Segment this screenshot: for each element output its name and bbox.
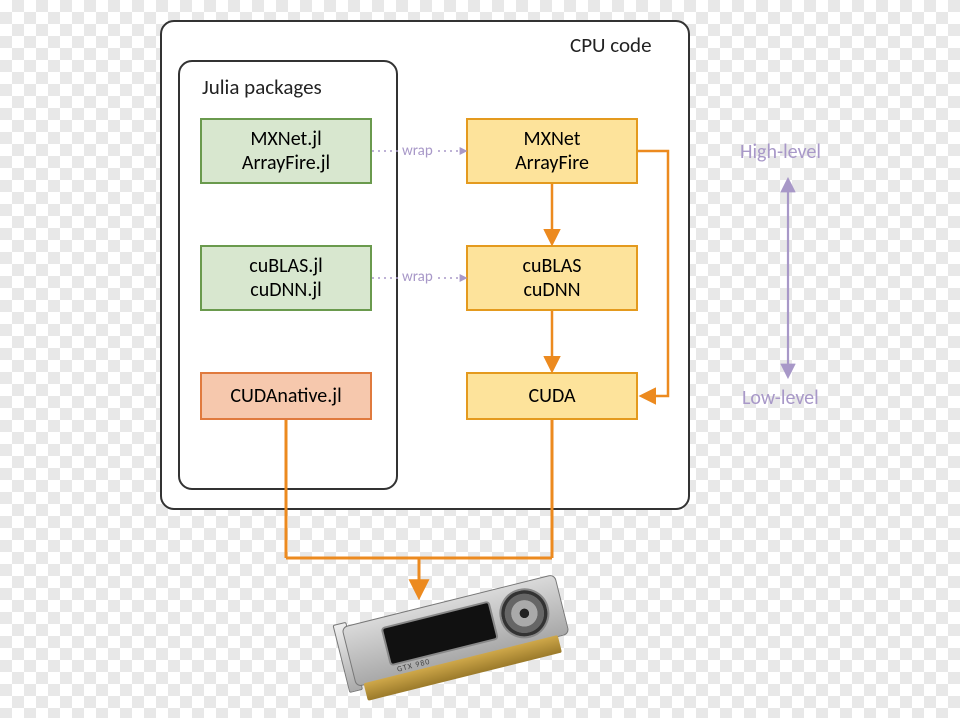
node-cublas: cuBLAS cuDNN xyxy=(466,245,638,311)
gpu-card-icon: GTX 980 xyxy=(339,564,586,717)
node-line: cuBLAS xyxy=(522,254,581,278)
node-line: MXNet xyxy=(524,127,581,151)
node-line: ArrayFire.jl xyxy=(242,151,330,175)
low-level-label: Low-level xyxy=(742,386,819,410)
node-mxnet-jl: MXNet.jl ArrayFire.jl xyxy=(200,118,372,184)
cpu-code-label: CPU code xyxy=(570,32,652,58)
node-cuda: CUDA xyxy=(466,372,638,420)
node-line: cuDNN xyxy=(523,278,580,302)
node-cublas-jl: cuBLAS.jl cuDNN.jl xyxy=(200,245,372,311)
wrap-label: wrap xyxy=(402,268,433,286)
wrap-label: wrap xyxy=(402,142,433,160)
node-cudanative-jl: CUDAnative.jl xyxy=(200,372,372,420)
high-level-label: High-level xyxy=(740,140,821,164)
julia-packages-label: Julia packages xyxy=(202,74,322,100)
node-line: CUDAnative.jl xyxy=(230,384,341,408)
node-line: ArrayFire xyxy=(515,151,589,175)
node-mxnet: MXNet ArrayFire xyxy=(466,118,638,184)
node-line: cuBLAS.jl xyxy=(249,254,322,278)
node-line: CUDA xyxy=(528,384,575,408)
node-line: cuDNN.jl xyxy=(250,278,322,302)
node-line: MXNet.jl xyxy=(250,127,321,151)
